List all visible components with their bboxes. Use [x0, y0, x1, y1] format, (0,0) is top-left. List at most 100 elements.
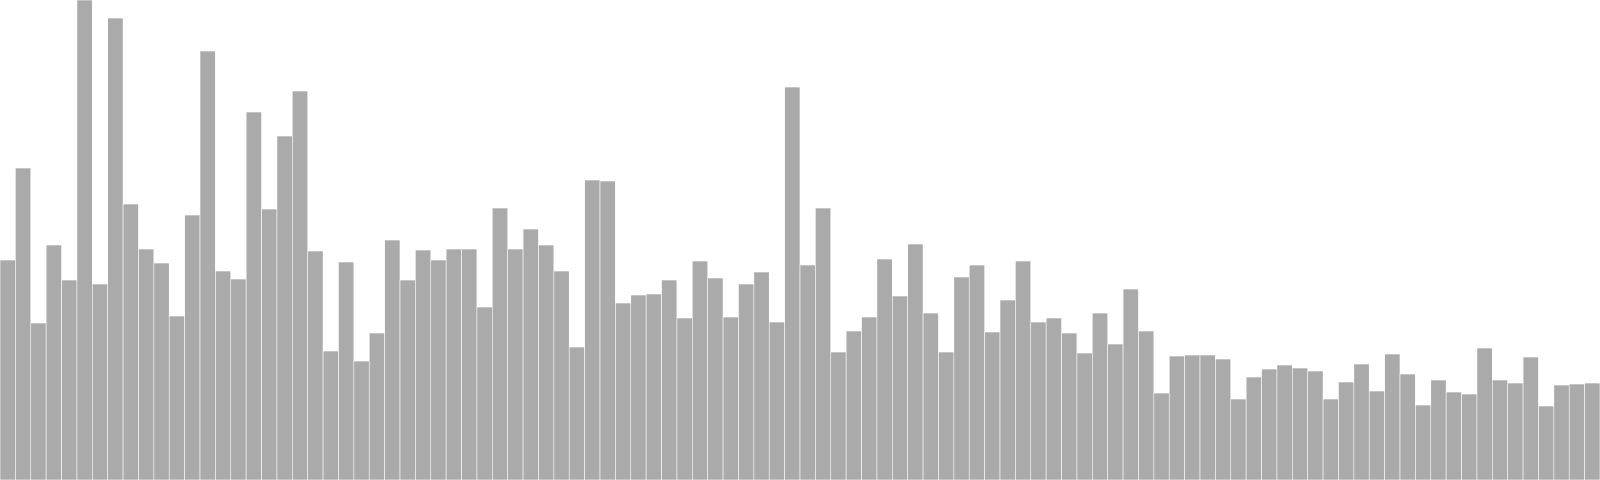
bar-94 [1445, 391, 1462, 480]
bar-28 [430, 259, 447, 480]
bar-6 [92, 283, 108, 480]
bar-2 [30, 322, 47, 480]
bar-64 [984, 331, 1001, 480]
bar-33 [507, 248, 524, 480]
bar-22 [338, 261, 355, 480]
bar-18 [276, 135, 293, 480]
bar-20 [307, 250, 324, 480]
bar-67 [1030, 321, 1047, 480]
bar-66 [1015, 260, 1032, 480]
bar-97 [1492, 379, 1508, 480]
bar-55 [845, 330, 862, 480]
bar-37 [568, 346, 585, 480]
bar-98 [1507, 382, 1524, 480]
bar-11 [168, 315, 185, 480]
bar-41 [630, 294, 647, 480]
bar-1 [15, 167, 32, 480]
bar-30 [461, 248, 478, 480]
bar-59 [907, 243, 924, 480]
bar-91 [1399, 373, 1416, 480]
bar-14 [215, 270, 232, 480]
bar-74 [1138, 330, 1155, 480]
bar-50 [768, 321, 785, 480]
bar-40 [615, 302, 632, 480]
bar-49 [753, 271, 770, 480]
bar-82 [1261, 368, 1278, 480]
bar-19 [292, 90, 308, 480]
bar-42 [645, 293, 662, 480]
bar-53 [815, 207, 832, 480]
bar-89 [1368, 390, 1385, 480]
bar-81 [1245, 376, 1262, 480]
bar-9 [138, 248, 155, 480]
bar-103 [1584, 382, 1600, 480]
bar-72 [1107, 343, 1124, 480]
bar-56 [861, 316, 878, 480]
bar-75 [1153, 392, 1170, 480]
bar-85 [1307, 370, 1324, 480]
bar-44 [676, 317, 693, 480]
bar-45 [692, 260, 708, 480]
bar-65 [999, 299, 1016, 480]
bar-51 [784, 86, 801, 480]
bar-69 [1061, 332, 1078, 480]
bar-7 [107, 17, 124, 480]
bar-93 [1430, 379, 1447, 480]
bar-54 [830, 351, 847, 480]
bar-39 [599, 180, 616, 480]
bar-38 [584, 179, 601, 480]
bar-27 [415, 249, 432, 480]
bar-86 [1322, 398, 1339, 480]
bar-24 [368, 332, 385, 480]
bar-96 [1476, 347, 1493, 480]
bar-58 [892, 295, 908, 480]
bar-87 [1338, 381, 1355, 480]
bar-36 [553, 270, 570, 480]
bar-60 [922, 312, 939, 480]
bar-99 [1522, 356, 1539, 480]
bar-8 [122, 203, 139, 480]
bar-31 [476, 306, 493, 480]
bar-78 [1199, 354, 1216, 480]
bar-48 [738, 283, 755, 480]
bar-21 [322, 350, 339, 480]
bar-101 [1553, 384, 1570, 480]
bar-25 [384, 239, 401, 480]
bar-57 [876, 258, 893, 480]
bar-79 [1215, 358, 1232, 480]
bar-102 [1568, 383, 1585, 480]
bar-70 [1076, 352, 1093, 480]
bar-3 [45, 244, 62, 480]
bar-4 [61, 279, 78, 480]
bar-32 [492, 207, 508, 480]
bar-90 [1384, 353, 1401, 480]
bar-84 [1292, 367, 1308, 480]
bar-71 [1092, 312, 1108, 480]
bar-63 [968, 264, 985, 480]
bar-76 [1168, 355, 1185, 480]
bar-100 [1538, 405, 1555, 480]
bar-23 [353, 360, 370, 480]
bar-46 [707, 277, 724, 480]
bar-0 [0, 259, 16, 480]
bar-34 [522, 228, 539, 480]
bar-73 [1122, 288, 1139, 480]
bar-5 [76, 0, 93, 480]
bar-95 [1461, 393, 1478, 480]
bar-43 [661, 279, 678, 480]
bar-68 [1045, 317, 1062, 480]
bar-29 [445, 248, 462, 480]
bar-17 [261, 208, 278, 480]
bar-47 [722, 316, 739, 480]
bar-12 [184, 214, 201, 480]
bar-52 [799, 264, 816, 480]
bar-15 [230, 278, 247, 480]
bar-35 [538, 244, 555, 480]
bar-92 [1415, 404, 1432, 480]
bar-62 [953, 276, 970, 480]
bar-61 [938, 351, 955, 480]
bar-16 [245, 111, 262, 480]
